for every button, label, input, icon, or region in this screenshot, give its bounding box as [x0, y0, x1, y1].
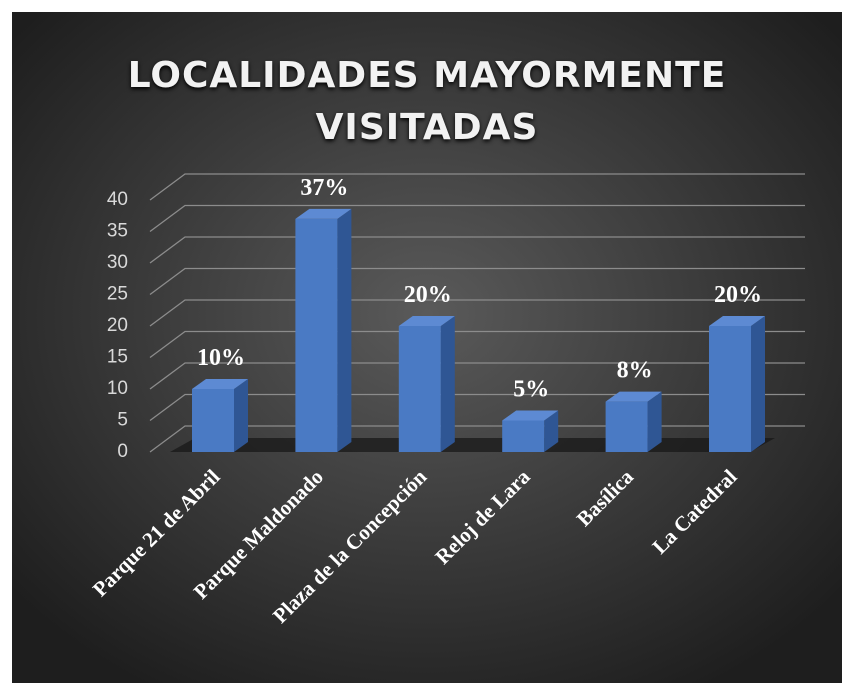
bar: [295, 218, 338, 452]
bar-top: [192, 379, 248, 389]
grid-line: [149, 267, 805, 296]
y-tick-label: 20: [107, 315, 128, 336]
grid-line: [149, 362, 805, 390]
floor-shadow: [170, 438, 775, 452]
bar: [709, 326, 751, 452]
value-label: 20%: [404, 282, 452, 308]
y-tick-label: 35: [107, 221, 128, 242]
value-label: 10%: [197, 345, 245, 371]
y-tick-label: 10: [107, 378, 128, 399]
y-tick-label: 30: [107, 252, 128, 273]
grid-line: [149, 204, 805, 233]
bar: [502, 420, 545, 452]
bar-top: [295, 208, 352, 219]
bar-side: [544, 410, 559, 452]
bar-side: [440, 316, 455, 452]
grid-line: [149, 236, 805, 264]
bar-side: [647, 391, 662, 452]
grid-line: [149, 393, 805, 422]
y-tick-label: 40: [107, 189, 128, 210]
value-label: 5%: [513, 377, 549, 403]
y-tick-label: 15: [107, 347, 128, 368]
grid-line: [149, 299, 805, 327]
bar: [398, 326, 441, 452]
bar-side: [337, 208, 352, 452]
y-tick-label: 0: [117, 441, 128, 462]
bar-side: [234, 379, 248, 452]
bar-top: [398, 316, 455, 326]
grid-line: [149, 425, 805, 453]
bar: [605, 401, 648, 452]
grid-line: [149, 330, 805, 359]
value-label: 37%: [300, 175, 348, 201]
chart-title: LOCALIDADES MAYORMENTE VISITADAS: [127, 55, 727, 148]
y-tick-label: 5: [117, 410, 128, 431]
bar: [192, 389, 234, 452]
grid-line: [149, 173, 805, 201]
bar-top: [605, 391, 662, 402]
bar-side: [751, 316, 765, 452]
value-label: 8%: [617, 358, 653, 384]
value-label: 20%: [714, 282, 762, 308]
bar-top: [502, 410, 559, 421]
bar-top: [709, 316, 765, 326]
y-tick-label: 25: [107, 284, 128, 305]
